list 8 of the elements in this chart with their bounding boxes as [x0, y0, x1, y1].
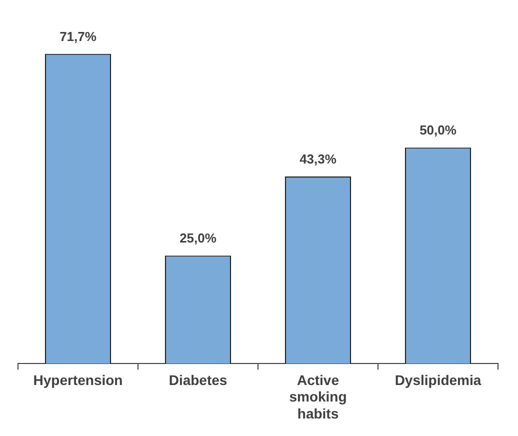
data-label: 71,7% [60, 28, 97, 44]
data-label: 50,0% [420, 122, 457, 138]
data-label: 43,3% [300, 152, 337, 167]
x-tick-label: Dyslipidemia [394, 372, 482, 388]
data-label: 25,0% [180, 230, 217, 246]
x-tick-label: Hypertension [33, 372, 123, 388]
x-tick-label: Active smoking habits [289, 372, 347, 422]
x-tick-label: Diabetes [168, 372, 228, 388]
